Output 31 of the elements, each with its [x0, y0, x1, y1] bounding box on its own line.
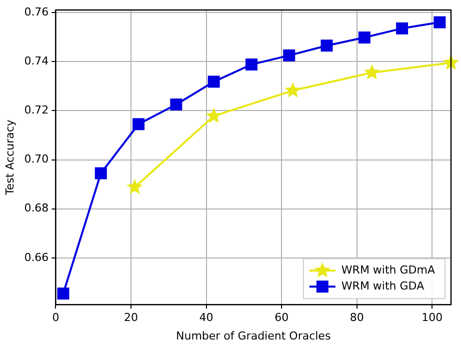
x-tick-label: 0 [52, 311, 60, 324]
point [358, 31, 370, 44]
point [94, 167, 107, 180]
point [284, 82, 301, 98]
y-tick-label: 0.76 [24, 5, 49, 18]
point [434, 16, 446, 28]
y-tick-label: 0.72 [24, 104, 49, 117]
point [396, 22, 408, 34]
y-tick-label: 0.74 [24, 54, 49, 68]
y-axis-title: Test Accuracy [3, 119, 16, 196]
point [283, 49, 296, 62]
x-tick-label: 20 [124, 311, 138, 324]
y-tick-label: 0.68 [24, 202, 49, 215]
point [132, 118, 145, 130]
point [206, 108, 222, 123]
point [320, 40, 333, 52]
point [126, 178, 143, 194]
legend-label: WRM with GDmA [341, 263, 436, 276]
x-tick-label: 80 [350, 311, 364, 324]
x-tick-label: 100 [422, 311, 443, 324]
point [245, 58, 258, 70]
point [57, 288, 70, 300]
x-tick-label: 60 [274, 311, 289, 324]
point [208, 76, 220, 88]
x-tick-label: 40 [199, 311, 214, 324]
y-tick-label: 0.66 [24, 250, 49, 264]
y-tick-label: 0.70 [24, 152, 49, 166]
point [364, 64, 380, 80]
legend-label: WRM with GDA [341, 279, 425, 292]
point [170, 98, 182, 111]
x-axis-title: Number of Gradient Oracles [176, 329, 331, 342]
